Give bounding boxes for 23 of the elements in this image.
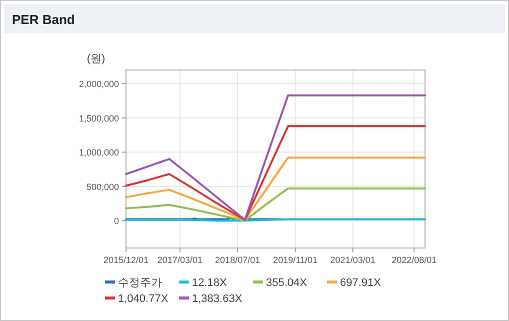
chart-title: PER Band	[12, 12, 75, 27]
line-series	[125, 94, 426, 221]
y-tick-label: 500,000	[86, 182, 119, 192]
line-series	[125, 187, 426, 222]
y-tick-label: 0	[114, 216, 119, 226]
line-series	[125, 125, 426, 221]
y-tick-label: 1,500,000	[78, 113, 119, 124]
legend-label: 1,040.77X	[118, 293, 169, 305]
legend-label: 1,383.63X	[192, 293, 243, 305]
line-series	[125, 156, 426, 221]
legend-label: 수정주가	[118, 277, 162, 289]
legend-label: 697.91X	[340, 277, 382, 289]
x-tick-label: 2019/11/01	[273, 255, 318, 265]
x-tick-label: 2018/07/01	[215, 255, 260, 265]
x-tick-label: 2015/12/01	[103, 255, 149, 265]
x-tick-label: 2021/03/01	[330, 255, 376, 265]
legend-label: 355.04X	[266, 277, 308, 289]
y-tick-label: 2,000,000	[78, 79, 119, 90]
y-axis-title: (원)	[86, 53, 106, 65]
legend-label: 12.18X	[192, 277, 228, 289]
x-tick-label: 2022/08/01	[392, 255, 437, 265]
y-tick-label: 1,000,000	[78, 148, 119, 158]
x-tick-label: 2017/03/01	[157, 255, 202, 265]
